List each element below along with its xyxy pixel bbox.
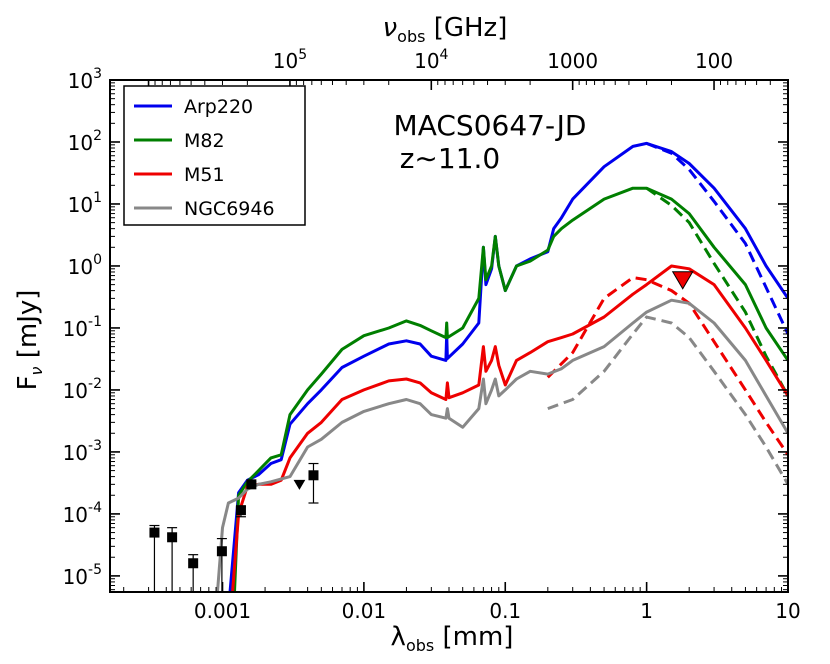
series-m82-dashed-line	[645, 186, 788, 397]
y-tick-label: 101	[68, 190, 102, 217]
x-tick-label: 0.001	[194, 599, 251, 623]
y-tick-label: 10-2	[63, 376, 102, 403]
y-tick-base: 10	[63, 317, 88, 341]
y-tick-label: 10-5	[63, 562, 102, 589]
y-label-unit: [mJy]	[13, 290, 43, 367]
legend: Arp220 M82 M51 NGC6946	[123, 85, 306, 226]
x-label-unit: [mm]	[434, 622, 513, 652]
y-tick-label: 10-3	[63, 438, 102, 465]
x-label-main: λ	[391, 622, 406, 652]
series-ngc6946-line	[215, 298, 788, 592]
x-axis-label: λobs [mm]	[391, 622, 514, 655]
legend-label-ngc6946: NGC6946	[184, 198, 275, 220]
y-label-sub: ν	[27, 366, 46, 375]
series-m82-line	[232, 186, 788, 592]
series-m51-dashed-line	[546, 276, 788, 456]
obs-point-0	[149, 527, 160, 538]
obs-point-5	[246, 479, 257, 490]
y-tick-base: 10	[63, 565, 88, 589]
obs-point-4	[235, 505, 246, 516]
top-tick-label: 100	[695, 49, 733, 73]
top-tick-base: 1000	[547, 49, 598, 73]
top-tick-label: 105	[273, 47, 307, 73]
top-tick-base: 100	[695, 49, 733, 73]
series-ngc6946-dashed-line	[547, 315, 788, 486]
series-arp220-dashed-line	[646, 142, 788, 335]
top-tick-base: 10	[414, 49, 439, 73]
legend-label-arp220: Arp220	[184, 96, 253, 118]
y-tick-exponent: 0	[93, 252, 102, 268]
plot-frame	[109, 79, 789, 593]
top-tick-exponent: 5	[298, 47, 307, 63]
top-tick-label: 1000	[547, 49, 598, 73]
x-label-sub: obs	[406, 636, 434, 655]
x-tick-label: 0.1	[489, 599, 521, 623]
series-m51-line	[231, 264, 788, 592]
y-label-main: F	[13, 375, 43, 390]
obs-point-3	[216, 546, 227, 557]
obs-point-1	[167, 532, 178, 543]
x-tick-label: 0.01	[342, 599, 387, 623]
y-tick-base: 10	[68, 193, 93, 217]
y-tick-exponent: -2	[88, 376, 102, 392]
top-label-sub: obs	[397, 27, 425, 46]
top-label-main: ν	[383, 13, 398, 43]
y-tick-label: 102	[68, 128, 102, 155]
obs-point-6	[308, 470, 319, 481]
y-tick-exponent: 1	[93, 190, 102, 206]
y-axis-label: Fν [mJy]	[13, 290, 46, 391]
top-tick-base: 10	[273, 49, 298, 73]
y-tick-base: 10	[63, 379, 88, 403]
y-tick-label: 10-4	[63, 500, 103, 527]
y-tick-base: 10	[68, 131, 93, 155]
y-tick-exponent: -3	[88, 438, 102, 454]
upper-limit-1	[671, 271, 694, 290]
y-tick-exponent: -1	[88, 314, 102, 330]
x-tick-label: 10	[775, 599, 800, 623]
top-tick-label: 104	[414, 47, 448, 73]
obs-point-2	[188, 558, 199, 569]
x-tick-label: 1	[640, 599, 653, 623]
legend-label-m82: M82	[184, 130, 225, 152]
y-tick-base: 10	[68, 255, 93, 279]
plot-content	[149, 141, 788, 592]
legend-frame	[123, 85, 306, 226]
y-tick-base: 10	[63, 503, 88, 527]
annotation-line1: MACS0647-JD	[394, 109, 587, 142]
y-tick-exponent: -5	[88, 562, 102, 578]
annotation-line2: z∼11.0	[400, 142, 501, 175]
y-tick-exponent: 2	[93, 128, 102, 144]
legend-label-m51: M51	[184, 164, 225, 186]
top-tick-exponent: 4	[440, 47, 449, 63]
y-tick-label: 103	[68, 66, 102, 93]
top-axis-label: νobs [GHz]	[383, 13, 508, 46]
y-tick-label: 10-1	[63, 314, 102, 341]
upper-limit-0	[293, 479, 306, 490]
y-tick-label: 100	[68, 252, 102, 279]
y-tick-base: 10	[63, 441, 88, 465]
y-tick-base: 10	[68, 69, 93, 93]
top-label-unit: [GHz]	[425, 13, 507, 43]
y-tick-exponent: -4	[88, 500, 102, 516]
y-tick-exponent: 3	[93, 66, 102, 82]
